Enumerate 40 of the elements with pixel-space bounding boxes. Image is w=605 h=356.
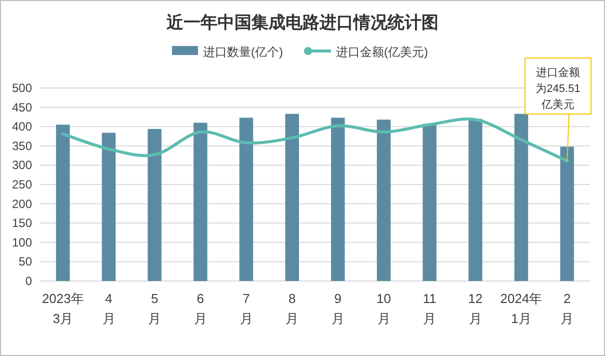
- y-tick-label: 200: [12, 196, 32, 211]
- bar: [102, 132, 116, 281]
- x-tick-label: 9 月: [331, 291, 344, 326]
- bar: [560, 146, 574, 281]
- bar: [468, 118, 482, 281]
- x-tick-label: 7 月: [240, 291, 253, 326]
- x-tick-label: 6 月: [194, 291, 207, 326]
- x-tick-label: 2024年 1月: [500, 291, 542, 326]
- x-tick-label: 2023年 3月: [42, 291, 84, 326]
- y-tick-label: 150: [12, 216, 32, 230]
- legend-label: 进口数量(亿个): [203, 45, 283, 59]
- bar: [285, 114, 299, 281]
- y-tick-label: 250: [12, 178, 32, 192]
- y-tick-label: 500: [12, 81, 32, 95]
- x-tick-label: 8 月: [286, 291, 299, 326]
- line-series: [61, 118, 569, 162]
- bar: [376, 120, 391, 281]
- bar: [514, 114, 528, 281]
- x-tick-label: 12 月: [468, 291, 483, 326]
- x-tick-label: 2 月: [560, 291, 574, 326]
- legend-label: 进口金额(亿美元): [336, 45, 428, 59]
- y-tick-label: 0: [25, 274, 32, 288]
- y-tick-label: 300: [12, 158, 32, 172]
- y-tick-label: 50: [18, 254, 32, 269]
- x-tick-label: 5 月: [148, 291, 162, 326]
- chart-title: 近一年中国集成电路进口情况统计图: [166, 13, 438, 32]
- y-tick-label: 350: [12, 138, 32, 153]
- y-tick-label: 400: [12, 120, 32, 134]
- bar: [56, 124, 70, 281]
- x-tick-label: 11 月: [422, 291, 436, 326]
- bar: [194, 122, 208, 281]
- x-tick-label: 10 月: [376, 291, 391, 326]
- x-tick-label: 4 月: [102, 291, 116, 326]
- bar: [239, 118, 254, 281]
- bar: [422, 124, 436, 281]
- annotation: 进口金额为245.51亿美元: [536, 66, 580, 111]
- y-tick-label: 100: [12, 235, 32, 250]
- y-tick-label: 450: [12, 100, 32, 114]
- bar: [148, 128, 162, 281]
- bar: [331, 118, 345, 281]
